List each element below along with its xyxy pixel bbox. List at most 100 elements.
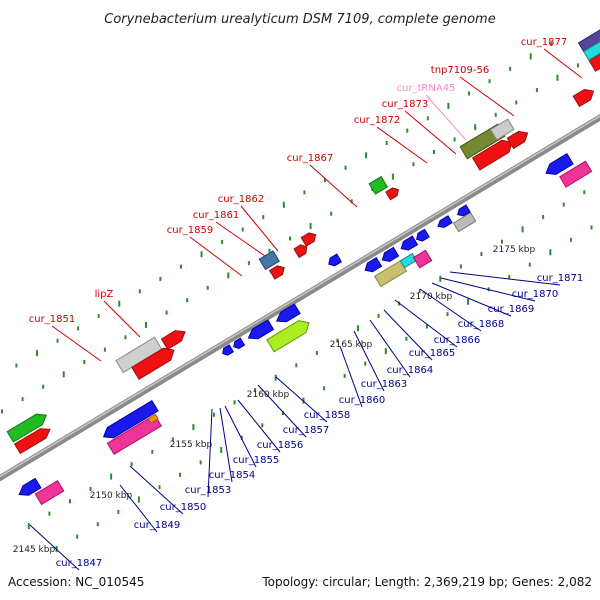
map-title: Corynebacterium urealyticum DSM 7109, co… — [104, 12, 495, 27]
gene-glyph — [588, 53, 600, 72]
gene-glyph — [381, 246, 400, 262]
tick-dot — [118, 300, 121, 307]
gene-label-bottom: cur_1865 — [409, 348, 455, 359]
scale-labels: 2145 kbp 2150 kbp 2155 kbp 2160 kbp 2165 kbp… — [13, 245, 536, 555]
gene-glyph — [452, 212, 477, 233]
tick-dot — [365, 152, 368, 159]
tick-dot — [562, 202, 565, 207]
tick-dot — [467, 298, 470, 305]
scale-label: 2160 kbp — [247, 390, 290, 400]
tick-dot — [535, 88, 538, 93]
accession-text: Accession: NC_010545 — [8, 575, 144, 589]
gene-label-bottom: cur_1871 — [537, 273, 583, 284]
tick-dot — [412, 162, 415, 167]
gene-label-bottom: cur_1857 — [283, 425, 329, 436]
tick-dot — [542, 214, 545, 219]
tick-dot — [130, 462, 133, 467]
tick-dot — [459, 264, 462, 269]
leader-line — [51, 325, 102, 362]
tick-dot — [171, 437, 174, 442]
tick-dot — [83, 360, 86, 365]
gene-glyph — [506, 130, 529, 150]
tick-dot — [509, 66, 512, 71]
gene-label-top: cur_1867 — [287, 153, 333, 164]
tick-dot — [406, 128, 409, 133]
tick-dot — [488, 79, 491, 84]
leader-line — [459, 76, 515, 117]
gene-glyph — [545, 153, 574, 175]
tick-dot — [583, 190, 586, 195]
gene-glyph — [300, 232, 317, 247]
gene-label-bottom: cur_1868 — [458, 319, 504, 330]
tick-dot — [467, 91, 470, 96]
tick-dot — [247, 261, 250, 266]
gene-glyph — [385, 187, 399, 201]
gene-glyph — [6, 413, 48, 443]
tick-dot — [447, 102, 450, 109]
tick-dot — [418, 289, 421, 294]
tick-dot — [212, 412, 215, 417]
scale-label: 2150 kbp — [90, 491, 133, 501]
tick-dot — [590, 225, 593, 230]
gene-glyph — [400, 235, 419, 251]
tick-dot — [391, 173, 394, 180]
gene-glyph — [412, 249, 433, 269]
tick-dot — [206, 285, 209, 290]
tick-dot — [124, 335, 127, 340]
tick-dot — [336, 338, 339, 343]
tick-dot — [96, 522, 99, 527]
gene-label-bottom: cur_1853 — [185, 485, 231, 496]
leader-line — [29, 524, 80, 571]
leader-line — [383, 309, 433, 361]
tick-dot — [356, 325, 359, 332]
gene-glyph — [222, 344, 234, 356]
tick-dot — [385, 140, 388, 145]
gene-glyph — [247, 319, 275, 340]
leader-line — [237, 399, 281, 453]
gene-glyph — [275, 303, 301, 323]
backbone-highlight — [0, 115, 600, 478]
gene-label-bottom: cur_1864 — [387, 365, 433, 376]
tick-dot — [508, 275, 511, 280]
tick-dot — [110, 473, 113, 480]
gene-glyph — [489, 118, 515, 141]
tick-dot — [344, 165, 347, 170]
tick-dot — [364, 361, 367, 366]
tick-dot — [103, 347, 106, 352]
gene-glyph — [147, 413, 159, 424]
leader-line — [129, 465, 184, 515]
tick-dot — [35, 350, 38, 357]
leader-line — [275, 376, 328, 423]
tick-dot — [453, 137, 456, 142]
gene-glyph — [106, 414, 162, 455]
tick-dot — [295, 363, 298, 368]
tick-dot — [350, 199, 353, 204]
scale-label: 2155 kbp — [170, 440, 213, 450]
leader-line — [419, 288, 482, 332]
gene-glyph — [293, 244, 308, 259]
tick-dot — [433, 149, 436, 154]
leader-line — [353, 330, 385, 392]
gene-label-bottom: cur_1856 — [257, 440, 303, 451]
tick-dot — [315, 350, 318, 355]
tick-dot — [261, 423, 264, 428]
tick-dot — [343, 373, 346, 378]
gene-glyph — [373, 260, 408, 288]
gene-glyph — [102, 400, 159, 439]
leader-line — [240, 205, 279, 252]
tick-dot — [138, 289, 141, 294]
tick-dot — [1, 409, 4, 414]
gene-glyph — [559, 160, 593, 188]
gene-label-bottom: cur_1850 — [160, 502, 206, 513]
tick-dot — [282, 201, 285, 208]
gene-glyph — [268, 265, 285, 280]
tick-dot — [15, 363, 18, 368]
tick-dot — [274, 374, 277, 381]
backbone-line — [0, 113, 600, 482]
tick-dot — [42, 384, 45, 389]
gene-glyph — [266, 320, 310, 353]
gene-glyph — [34, 480, 65, 506]
leader-line — [103, 300, 141, 338]
leader-line — [219, 407, 233, 483]
tick-dot — [474, 124, 477, 131]
